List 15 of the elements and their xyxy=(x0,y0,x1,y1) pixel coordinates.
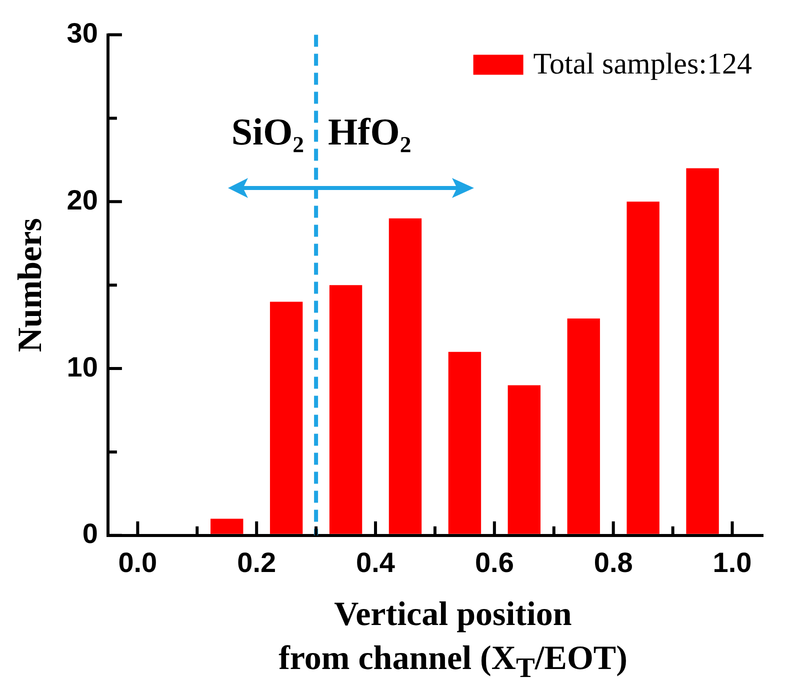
y-tick-label: 30 xyxy=(66,18,98,49)
x-tick-label: 0.4 xyxy=(356,546,396,578)
y-tick-label: 0 xyxy=(82,518,98,550)
x-tick-label: 0.2 xyxy=(237,546,276,578)
x-axis-title: Vertical position from channel (X$_{T}$/EOT) xyxy=(278,595,628,686)
x-tick-label: 0.8 xyxy=(594,546,633,578)
legend-label: Total samples:124 xyxy=(533,48,752,81)
y-tick-label: 20 xyxy=(66,184,98,216)
x-tick-label: 0.0 xyxy=(118,546,158,578)
x-tick-label: 1.0 xyxy=(712,546,752,578)
annotation: HfO₂ xyxy=(328,112,412,154)
x-tick-label: 0.6 xyxy=(474,546,514,578)
y-tick-label: 10 xyxy=(66,351,98,382)
y-axis-title: Numbers xyxy=(12,218,50,352)
annotation: SiO₂ xyxy=(231,112,304,154)
